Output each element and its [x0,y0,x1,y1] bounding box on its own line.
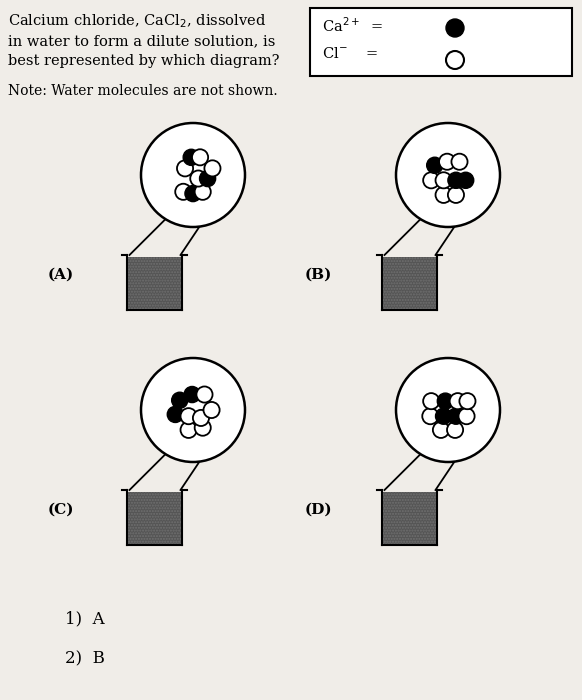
Circle shape [185,186,201,202]
Circle shape [190,171,207,187]
Circle shape [448,172,464,188]
Circle shape [192,149,208,165]
Bar [384,257,436,309]
Bar [384,492,436,544]
Circle shape [459,408,475,424]
Circle shape [447,422,463,438]
Circle shape [141,123,245,227]
Circle shape [448,408,464,424]
Circle shape [204,402,219,418]
Circle shape [457,172,474,188]
Circle shape [446,51,464,69]
Bar [384,492,436,544]
Text: Cl$^{-}$    =: Cl$^{-}$ = [322,46,378,61]
Circle shape [435,187,452,203]
Circle shape [423,408,438,424]
Circle shape [427,158,443,174]
Circle shape [439,154,455,170]
Circle shape [177,160,193,176]
Circle shape [193,410,209,426]
Text: 2)  B: 2) B [65,650,105,667]
Circle shape [459,393,475,410]
Circle shape [167,407,183,423]
Bar [129,492,182,544]
Circle shape [446,19,464,37]
Circle shape [448,187,464,203]
Circle shape [452,154,467,170]
Circle shape [200,171,216,187]
Circle shape [180,422,197,438]
Circle shape [180,408,197,424]
Circle shape [175,183,191,200]
Text: Ca$^{2+}$  =: Ca$^{2+}$ = [322,16,384,35]
Circle shape [184,386,200,402]
Circle shape [183,149,199,165]
Circle shape [396,123,500,227]
Circle shape [204,160,221,176]
Circle shape [396,358,500,462]
Text: Note: Water molecules are not shown.: Note: Water molecules are not shown. [8,84,278,98]
Circle shape [437,393,453,410]
Circle shape [172,392,188,408]
Text: (B): (B) [305,268,332,282]
Circle shape [433,422,449,438]
Circle shape [197,386,212,402]
Text: Calcium chloride, CaCl$_2$, dissolved
in water to form a dilute solution, is
bes: Calcium chloride, CaCl$_2$, dissolved in… [8,12,279,68]
Text: (C): (C) [48,503,74,517]
Circle shape [141,358,245,462]
Bar [129,257,182,309]
Circle shape [435,408,452,424]
Circle shape [435,172,452,188]
Circle shape [450,393,466,410]
Bar [129,257,182,309]
Bar [129,492,182,544]
Text: (D): (D) [305,503,333,517]
Circle shape [194,419,211,435]
Circle shape [423,172,439,188]
Bar [310,8,572,76]
Text: (A): (A) [48,268,74,282]
Text: 1)  A: 1) A [65,610,105,627]
Bar [384,257,436,309]
Circle shape [423,393,439,410]
Circle shape [194,183,211,200]
